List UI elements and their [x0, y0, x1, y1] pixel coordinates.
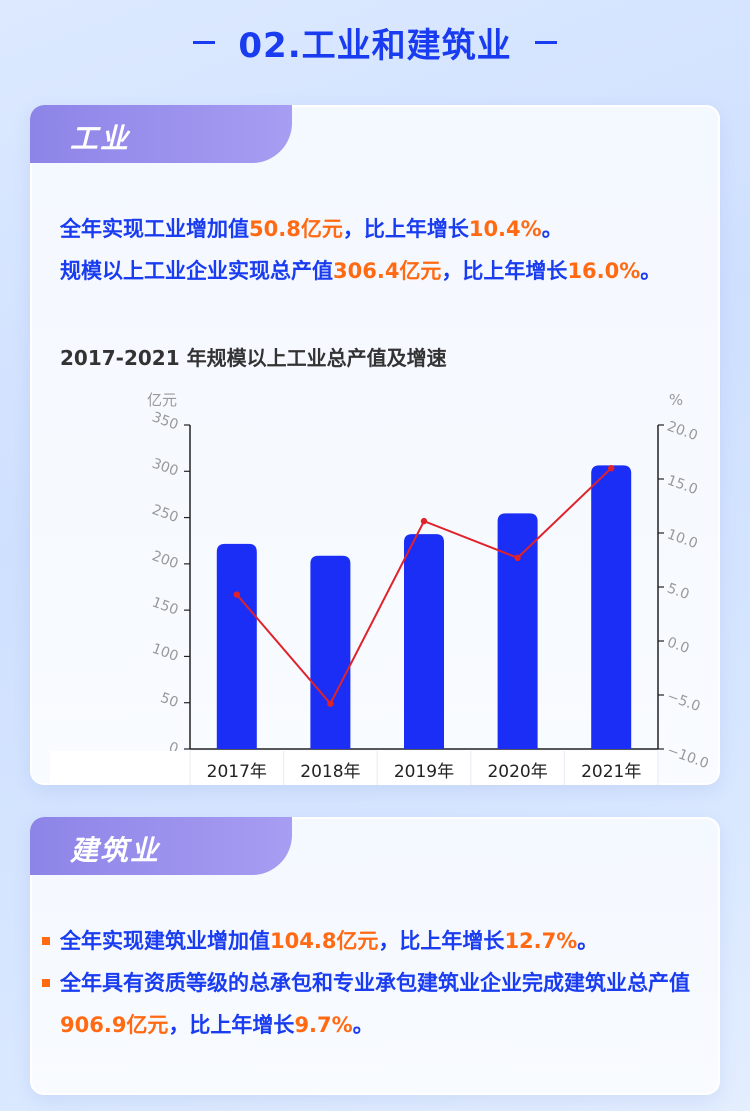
highlight-value: 50.8亿元 [249, 217, 343, 241]
bar [216, 543, 257, 749]
construction-line-1: 全年实现建筑业增加值104.8亿元，比上年增长12.7%。 [42, 920, 700, 962]
right-tick-label: 15.0 [665, 472, 700, 498]
highlight-value: 16.0% [567, 259, 641, 283]
bar [591, 465, 632, 749]
text: 全年实现工业增加值 [60, 217, 249, 241]
right-tick-label: 20.0 [665, 418, 700, 444]
right-tick-label: 5.0 [665, 580, 691, 603]
right-tick-label: 10.0 [665, 526, 700, 552]
highlight-value: 10.4% [468, 217, 542, 241]
text: ，比上年增长 [378, 929, 505, 953]
text: ，比上年增长 [441, 259, 568, 283]
left-tick-label: 100 [150, 641, 181, 665]
x-tick-label: 2017年 [207, 762, 267, 782]
text: 。 [541, 217, 563, 241]
growth-point [514, 554, 521, 562]
highlight-value: 104.8亿元 [270, 929, 379, 953]
x-tick-label: 2018年 [300, 762, 360, 782]
data-table-bg [50, 751, 658, 785]
left-axis-unit: 亿元 [147, 391, 177, 409]
text: 全年实现建筑业增加值 [60, 929, 270, 953]
bar [404, 534, 444, 749]
industry-line-2: 规模以上工业企业实现总产值306.4亿元，比上年增长16.0%。 [60, 250, 700, 292]
left-tick-label: 250 [150, 502, 181, 526]
growth-point [608, 465, 615, 472]
x-tick-label: 2019年 [394, 762, 454, 782]
growth-point [420, 517, 428, 525]
construction-tab: 建筑业 [30, 817, 292, 875]
text: 全年具有资质等级的总承包和专业承包建筑业企业完成建筑业总产值 [60, 971, 690, 995]
right-tick-label: 0.0 [665, 634, 691, 657]
highlight-value: 306.4亿元 [333, 259, 442, 283]
page-title: 02.工业和建筑业 [238, 26, 512, 66]
industry-card: 工业 全年实现工业增加值50.8亿元，比上年增长10.4%。 规模以上工业企业实… [30, 105, 720, 785]
left-tick-label: 300 [150, 456, 181, 480]
x-tick-label: 2021年 [581, 762, 641, 782]
text: ，比上年增长 [168, 1013, 295, 1037]
construction-card: 建筑业 全年实现建筑业增加值104.8亿元，比上年增长12.7%。 全年具有资质… [30, 817, 720, 1095]
x-tick-label: 2020年 [487, 762, 547, 782]
highlight-value: 9.7% [294, 1013, 353, 1037]
chart-title: 2017-2021 年规模以上工业总产值及增速 [60, 346, 447, 370]
bar [310, 555, 351, 749]
growth-point [233, 591, 240, 598]
title-dash-right [534, 41, 557, 44]
text: 。 [352, 1013, 374, 1037]
combo-chart: 亿元 %050100150200250300350−10.0−5.00.05.01… [50, 391, 711, 785]
right-tick-label: −5.0 [665, 688, 702, 715]
right-axis-unit: % [669, 391, 683, 409]
highlight-value: 12.7% [504, 929, 578, 953]
bar [497, 513, 538, 749]
text: 规模以上工业企业实现总产值 [60, 259, 333, 283]
left-tick-label: 150 [150, 594, 181, 618]
text: 。 [640, 259, 662, 283]
construction-line-2: 全年具有资质等级的总承包和专业承包建筑业企业完成建筑业总产值 906.9亿元，比上… [42, 962, 690, 1046]
left-tick-label: 350 [150, 409, 181, 433]
text: 。 [577, 929, 599, 953]
construction-tab-label: 建筑业 [70, 834, 161, 867]
industry-tab: 工业 [30, 105, 292, 163]
title-dash-left [193, 41, 216, 44]
growth-point [327, 700, 334, 707]
left-tick-label: 50 [158, 690, 180, 711]
right-tick-label: −10.0 [665, 742, 711, 772]
text: ，比上年增长 [342, 217, 469, 241]
page-header: 02.工业和建筑业 [0, 18, 750, 67]
highlight-value: 906.9亿元 [60, 1013, 169, 1037]
left-tick-label: 200 [150, 548, 181, 572]
industry-tab-label: 工业 [70, 122, 131, 155]
industry-line-1: 全年实现工业增加值50.8亿元，比上年增长10.4%。 [60, 208, 700, 250]
